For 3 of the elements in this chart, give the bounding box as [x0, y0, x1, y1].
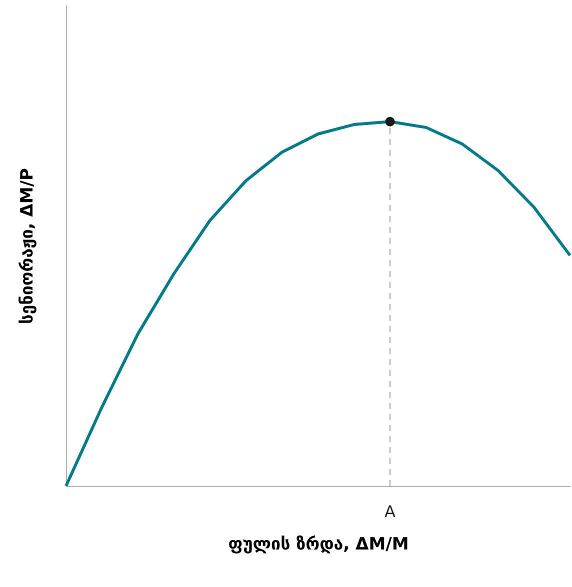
x-axis-title: ფულის ზრდა, ΔM/M	[228, 534, 409, 554]
text: A	[384, 502, 396, 521]
y-axis-title: სენიორაჟი, ΔM/P	[18, 168, 38, 324]
